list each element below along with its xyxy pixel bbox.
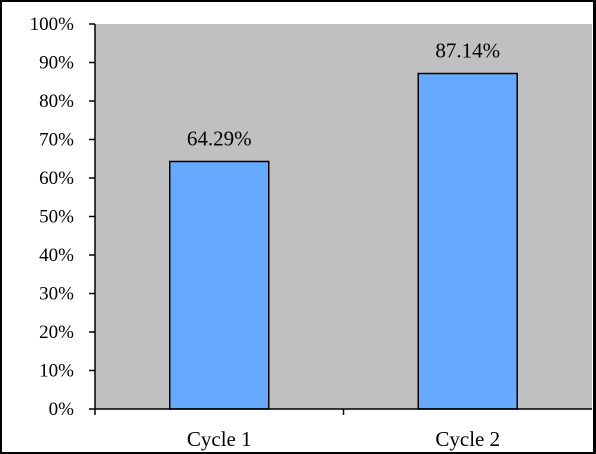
bar-cycle-1: [169, 160, 270, 410]
y-tick-label: 30%: [39, 284, 74, 305]
data-label: 64.29%: [187, 126, 252, 150]
y-tick-label: 20%: [39, 322, 74, 343]
y-tick-label: 10%: [39, 361, 74, 382]
y-tick-label: 60%: [39, 168, 74, 189]
y-tick-label: 100%: [30, 14, 75, 35]
bars-group: [169, 72, 518, 410]
y-tick-label: 70%: [39, 130, 74, 151]
y-tick-label: 90%: [39, 53, 74, 74]
x-axis-labels: Cycle 1 Cycle 2: [94, 409, 500, 451]
x-category-label: Cycle 1: [187, 427, 252, 451]
y-tick-label: 40%: [39, 245, 74, 266]
data-label: 87.14%: [435, 39, 500, 63]
x-category-label: Cycle 2: [435, 427, 500, 451]
bar-cycle-2: [417, 72, 518, 410]
y-tick-label: 80%: [39, 91, 74, 112]
y-tick-label: 0%: [49, 399, 75, 420]
y-tick-label: 50%: [39, 207, 74, 228]
y-axis-ticks: 0% 10% 20% 30% 40% 50% 60% 70% 80% 90% 100%: [30, 14, 95, 420]
data-labels-group: 64.29% 87.14%: [187, 39, 500, 151]
